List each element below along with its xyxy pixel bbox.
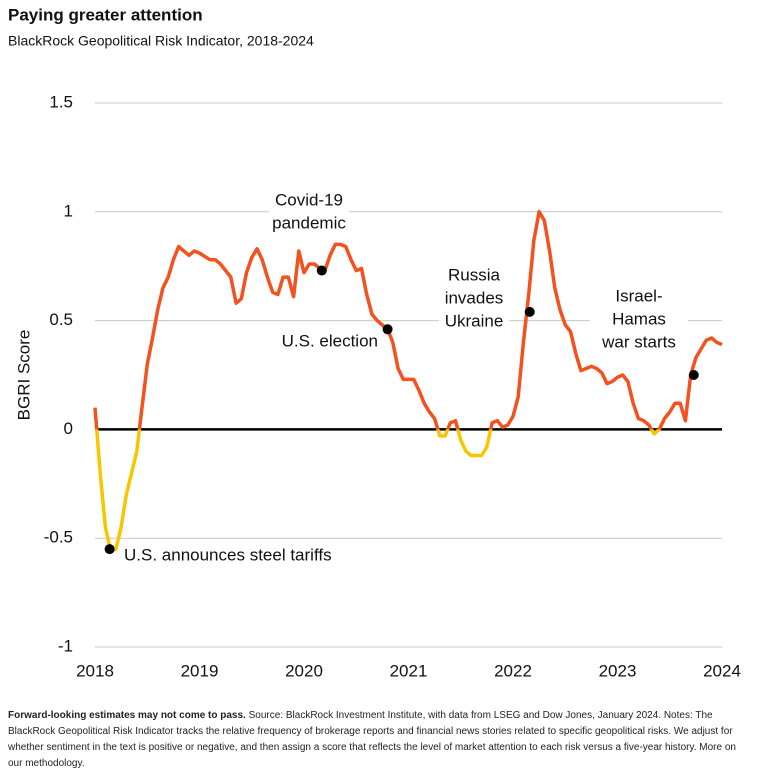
y-tick-label: -1	[58, 636, 73, 655]
chart: Paying greater attention BlackRock Geopo…	[8, 5, 741, 680]
annotation-label: pandemic	[272, 213, 346, 232]
annotation-label: Israel-	[615, 286, 662, 305]
annotation-dot	[382, 324, 393, 335]
footnote-bold: Forward-looking estimates may not come t…	[8, 710, 246, 721]
annotation-label: Covid-19	[275, 190, 343, 209]
y-tick-label: 1	[64, 201, 73, 220]
x-tick-label: 2018	[76, 661, 114, 680]
annotation-bg	[255, 331, 381, 353]
annotation-dot	[688, 370, 699, 380]
x-tick-label: 2024	[703, 661, 741, 680]
x-tick-label: 2021	[390, 661, 428, 680]
y-tick-label: 0.5	[49, 310, 73, 329]
chart-title: Paying greater attention	[8, 5, 203, 24]
annotation-label: war starts	[601, 332, 676, 351]
annotation-bg	[590, 286, 688, 354]
annotation-label: U.S. election	[282, 331, 378, 350]
footnote-text: Source: BlackRock Investment Institute, …	[8, 710, 736, 769]
annotation-label: invades	[445, 288, 504, 307]
chart-subtitle: BlackRock Geopolitical Risk Indicator, 2…	[8, 33, 314, 49]
x-tick-label: 2020	[285, 661, 323, 680]
annotation-dot	[524, 306, 535, 317]
annotation-label: Russia	[448, 265, 501, 284]
annotation-label: U.S. announces steel tariffs	[124, 545, 332, 564]
y-axis-label: BGRI Score	[14, 330, 33, 421]
annotation-bg	[121, 545, 385, 567]
footnote: Forward-looking estimates may not come t…	[8, 708, 748, 772]
y-tick-label: -0.5	[44, 528, 73, 547]
data-line	[93, 210, 723, 554]
annotation-label: Hamas	[612, 309, 666, 328]
annotation-dot	[104, 544, 115, 555]
annotation-label: Ukraine	[445, 311, 504, 330]
y-tick-label: 0	[64, 419, 73, 438]
annotation-bg	[269, 190, 349, 235]
y-tick-label: 1.5	[49, 92, 73, 111]
x-tick-label: 2022	[494, 661, 532, 680]
x-tick-label: 2019	[181, 661, 219, 680]
x-tick-label: 2023	[599, 661, 637, 680]
annotation-dot	[316, 265, 327, 276]
annotation-bg	[438, 265, 510, 333]
